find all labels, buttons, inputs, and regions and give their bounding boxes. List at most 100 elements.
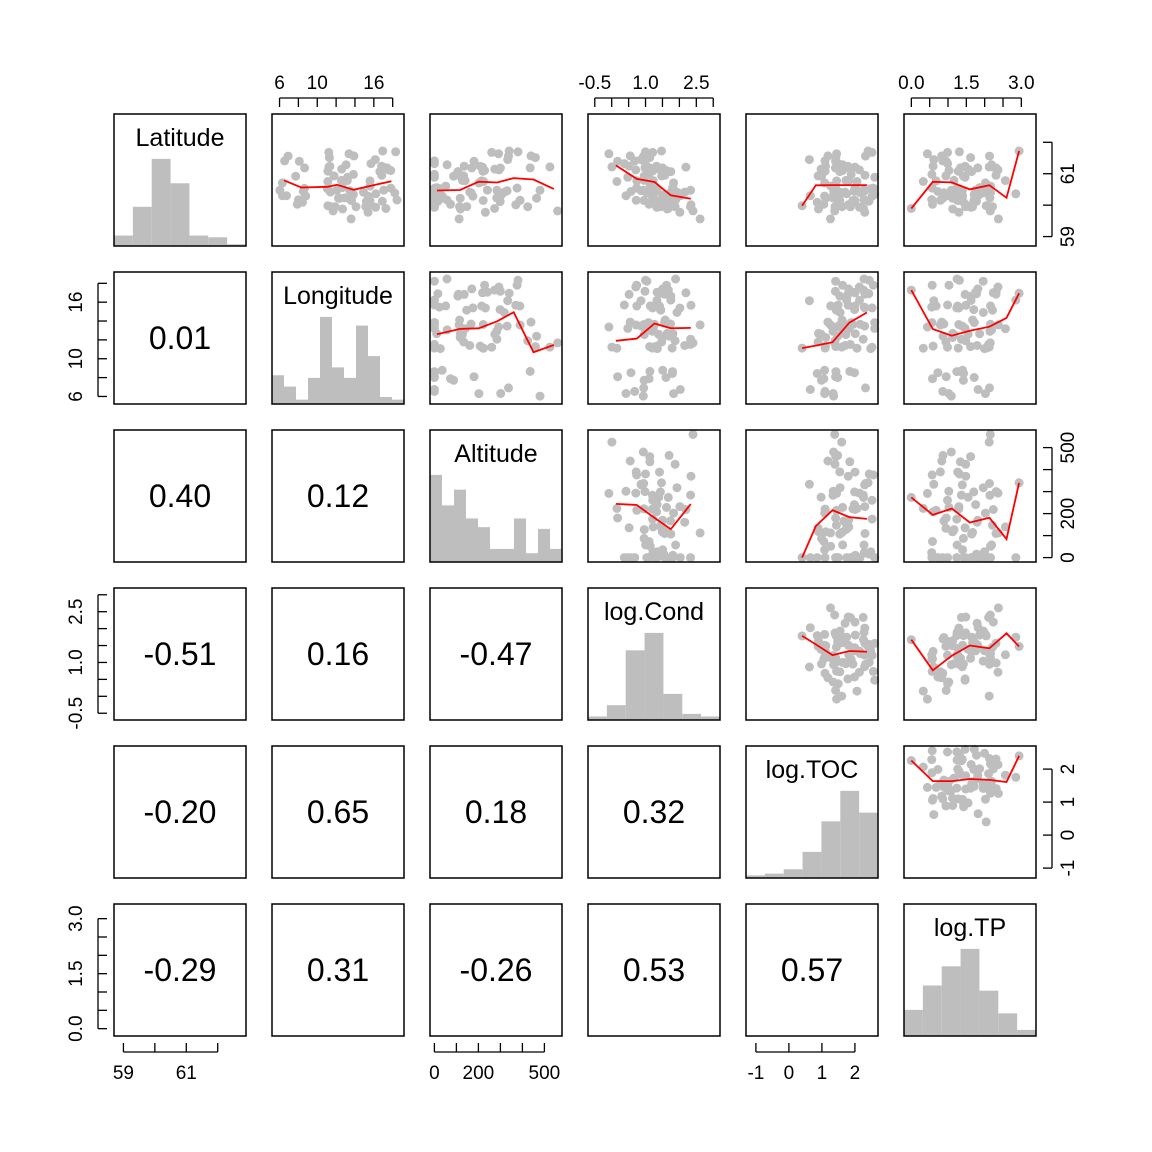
scatter-point [292, 199, 302, 209]
scatter-point [812, 553, 822, 563]
scatter-point [985, 479, 994, 488]
scatter-point [938, 450, 948, 460]
panel-altitude-log-toc [745, 429, 880, 563]
y-axis-altitude: 0 200 500 [1043, 432, 1079, 563]
smooth-line [436, 310, 555, 354]
panel-border [745, 271, 879, 405]
scatter-point [1011, 189, 1021, 199]
scatter-point [969, 318, 979, 328]
scatter-point [612, 503, 622, 513]
scatter-point [984, 691, 994, 701]
panel-border [271, 429, 405, 563]
histogram-bar [132, 206, 152, 246]
scatter-point [1000, 324, 1010, 334]
scatter-point [1000, 522, 1010, 532]
scatter-point [639, 525, 649, 535]
smooth-line [436, 177, 555, 192]
scatter-point [861, 479, 870, 488]
scatter-point [835, 167, 845, 177]
scatter-point [826, 214, 835, 224]
scatter-point [526, 317, 536, 327]
scatter-point [960, 744, 970, 754]
scatter-point [941, 685, 951, 695]
scatter-point [492, 185, 502, 195]
scatter-point [813, 171, 823, 181]
panel-altitude-altitude: Altitude [429, 429, 563, 563]
tick-label: 3.0 [66, 905, 87, 931]
histogram-bar [526, 553, 538, 562]
panel-border [113, 271, 247, 405]
tick-label: 0.0 [66, 1015, 87, 1041]
tick-label: 0.0 [898, 73, 924, 94]
scatter-point [662, 502, 671, 512]
scatter-point [804, 662, 814, 672]
tick-label: 500 [1058, 432, 1079, 464]
scatter-point [953, 196, 963, 205]
scatter-point [980, 794, 990, 804]
tick-label: 200 [463, 1063, 495, 1084]
scatter-point [961, 202, 971, 212]
scatter-point [804, 296, 814, 306]
scatter-point [672, 483, 682, 493]
scatter-point [858, 612, 868, 622]
scatter-point [978, 553, 988, 563]
scatter-point [867, 342, 877, 352]
scatter-point [861, 383, 870, 393]
panel-log-toc-log-toc: log.TOC [745, 745, 879, 879]
scatter-point [855, 649, 865, 658]
scatter-point [502, 321, 512, 331]
scatter-point [953, 166, 963, 176]
scatter-point [480, 280, 490, 290]
scatter-point [969, 487, 979, 497]
scatter-point [831, 513, 841, 523]
scatter-point [446, 374, 455, 384]
scatter-point [511, 300, 521, 310]
correlation-value: 0.65 [307, 794, 369, 830]
scatter-point [492, 334, 502, 344]
tick-label: -1 [747, 1063, 764, 1084]
scatter-point [819, 654, 829, 664]
scatter-point [985, 151, 994, 161]
histogram-bar [392, 399, 404, 404]
panel-log-cond-log-tp [903, 587, 1037, 721]
scatter-point [939, 516, 949, 526]
scatter-point [666, 529, 676, 539]
panel-border [429, 429, 563, 563]
x-axis-altitude: 0 200 500 [429, 1043, 560, 1084]
panel-altitude-latitude: 0.40 [113, 429, 247, 563]
scatter-point [641, 469, 650, 479]
scatter-point [831, 520, 841, 530]
variable-label: Longitude [283, 282, 393, 310]
tick-label: -1 [1058, 860, 1079, 877]
scatter-point [487, 342, 497, 352]
tick-label: 59 [113, 1063, 134, 1084]
scatter-point [535, 185, 545, 195]
scatter-point [929, 155, 939, 165]
scatter-point [666, 516, 675, 526]
scatter-point [939, 319, 949, 329]
histogram-bar [998, 1013, 1018, 1036]
panel-border [745, 587, 879, 721]
scatter-point [839, 516, 849, 526]
scatter-point [433, 196, 443, 206]
scatter-point [661, 373, 671, 382]
panel-border [903, 587, 1037, 721]
scatter-point [613, 372, 623, 382]
scatter-point [338, 204, 348, 214]
y-axis-latitude: 59 61 [1043, 141, 1079, 247]
scatter-point [666, 291, 676, 301]
scatter-point [864, 196, 874, 206]
scatter-point [927, 280, 937, 290]
scatter-point [686, 553, 695, 563]
x-axis-latitude: 59 61 [113, 1043, 219, 1084]
scatter-point [632, 470, 642, 480]
scatter-point [927, 302, 937, 312]
panel-border [113, 113, 247, 247]
panel-latitude-altitude [429, 113, 563, 247]
scatter-point [927, 768, 937, 778]
scatter-point [494, 282, 504, 292]
histogram-bar [550, 548, 562, 562]
scatter-point [845, 613, 855, 622]
histogram-bar [466, 518, 478, 562]
scatter-point [487, 147, 497, 157]
